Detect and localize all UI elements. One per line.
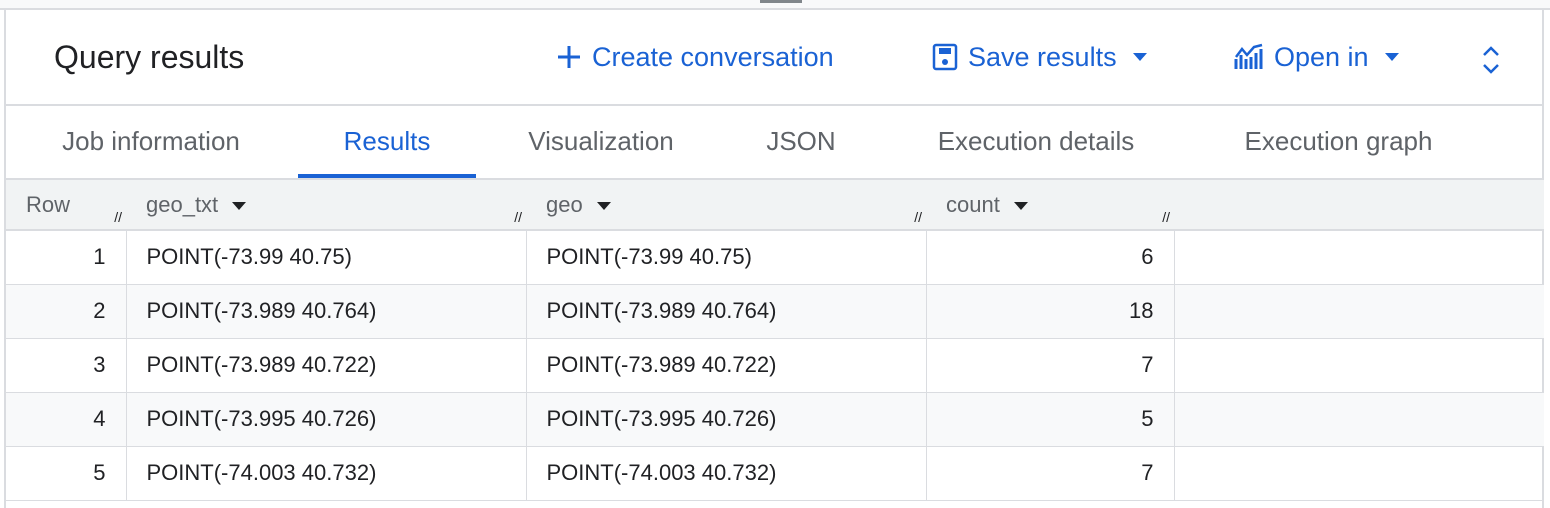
create-conversation-label: Create conversation [592, 41, 834, 72]
chart-icon [1234, 43, 1263, 69]
save-results-button[interactable]: Save results [932, 42, 1147, 73]
table-cell-empty [1174, 392, 1544, 447]
tab-visualization[interactable]: Visualization [528, 126, 674, 156]
column-header-geo[interactable]: geo // [526, 180, 926, 231]
create-conversation-button[interactable]: Create conversation [556, 42, 834, 73]
resize-icon[interactable]: // [1162, 209, 1170, 225]
table-cell-geo[interactable]: POINT(-73.989 40.722) [526, 338, 927, 393]
resize-icon[interactable]: // [114, 209, 122, 225]
page-title: Query results [54, 38, 245, 75]
resize-handle[interactable] [760, 0, 802, 3]
table-cell-geo-txt[interactable]: POINT(-73.995 40.726) [126, 392, 527, 447]
table-row[interactable]: 1 POINT(-73.99 40.75) POINT(-73.99 40.75) 6 [6, 230, 1544, 285]
tab-execution-details[interactable]: Execution details [937, 126, 1135, 156]
resize-icon[interactable]: // [514, 209, 522, 225]
column-header-count[interactable]: count // [926, 180, 1174, 231]
table-cell-row[interactable]: 2 [6, 284, 127, 339]
expand-collapse-icon[interactable] [1480, 44, 1502, 76]
column-header-row[interactable]: Row // [6, 180, 126, 231]
table-cell-geo[interactable]: POINT(-73.99 40.75) [526, 230, 927, 285]
tab-results[interactable]: Results [298, 106, 476, 178]
column-label: geo [546, 191, 583, 217]
column-label: geo_txt [146, 191, 219, 217]
resize-icon[interactable]: // [914, 209, 922, 225]
table-row[interactable]: 3 POINT(-73.989 40.722) POINT(-73.989 40.7… [6, 338, 1544, 393]
tab-execution-graph[interactable]: Execution graph [1244, 126, 1433, 156]
column-label: count [946, 191, 1000, 217]
query-results-panel: Query results Create conversation Save r… [4, 10, 1544, 508]
open-in-button[interactable]: Open in [1234, 42, 1399, 73]
table-cell-geo[interactable]: POINT(-73.989 40.764) [526, 284, 927, 339]
results-tabs: Job information Results Visualization JS… [6, 106, 1542, 180]
table-cell-geo-txt[interactable]: POINT(-74.003 40.732) [126, 446, 527, 501]
table-row[interactable]: 2 POINT(-73.989 40.764) POINT(-73.989 40.7… [6, 284, 1544, 339]
results-table: Row// geo_txt// geo// count// 1 POINT(-73… [6, 180, 1544, 501]
column-header-geo-txt[interactable]: geo_txt // [126, 180, 526, 231]
table-cell-count[interactable]: 5 [926, 392, 1175, 447]
open-in-label: Open in [1274, 41, 1369, 72]
sort-menu-icon[interactable] [1013, 201, 1028, 210]
table-row[interactable]: 5 POINT(-74.003 40.732) POINT(-74.003 40.7… [6, 446, 1544, 501]
table-cell-geo-txt[interactable]: POINT(-73.989 40.764) [126, 284, 527, 339]
table-cell-empty [1174, 446, 1544, 501]
column-label: Row [26, 191, 71, 217]
table-cell-count[interactable]: 7 [926, 338, 1175, 393]
column-header-empty [1174, 180, 1544, 231]
chevron-down-icon [1384, 53, 1399, 61]
table-cell-count[interactable]: 7 [926, 446, 1175, 501]
table-cell-row[interactable]: 4 [6, 392, 127, 447]
sort-menu-icon[interactable] [596, 201, 611, 210]
save-icon [932, 43, 958, 71]
sort-menu-icon[interactable] [232, 201, 247, 210]
table-row[interactable]: 4 POINT(-73.995 40.726) POINT(-73.995 40.7… [6, 392, 1544, 447]
table-cell-count[interactable]: 18 [926, 284, 1175, 339]
top-strip [0, 0, 1550, 10]
plus-icon [558, 46, 580, 68]
table-cell-geo[interactable]: POINT(-74.003 40.732) [526, 446, 927, 501]
table-cell-empty [1174, 338, 1544, 393]
results-header: Query results Create conversation Save r… [6, 10, 1542, 106]
table-cell-geo-txt[interactable]: POINT(-73.99 40.75) [126, 230, 527, 285]
tab-json[interactable]: JSON [766, 126, 836, 156]
table-cell-empty [1174, 284, 1544, 339]
tab-job-information[interactable]: Job information [62, 126, 240, 156]
table-cell-geo[interactable]: POINT(-73.995 40.726) [526, 392, 927, 447]
table-cell-count[interactable]: 6 [926, 230, 1175, 285]
table-cell-row[interactable]: 5 [6, 446, 127, 501]
table-cell-row[interactable]: 1 [6, 230, 127, 285]
table-cell-empty [1174, 230, 1544, 285]
chevron-down-icon [1132, 53, 1147, 61]
table-cell-row[interactable]: 3 [6, 338, 127, 393]
save-results-label: Save results [968, 41, 1117, 72]
table-cell-geo-txt[interactable]: POINT(-73.989 40.722) [126, 338, 527, 393]
